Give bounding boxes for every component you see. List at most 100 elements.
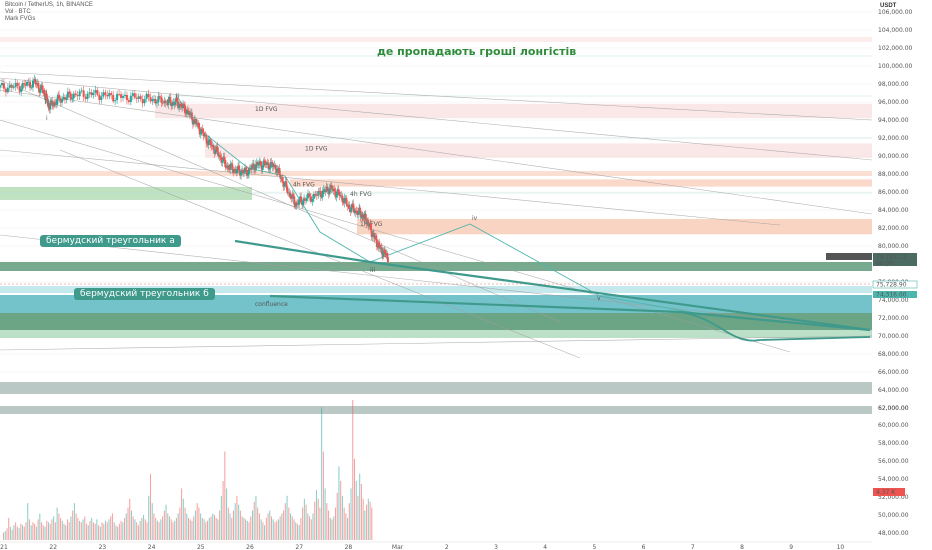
volume-axis-tick-label: 48,000.00	[878, 530, 909, 537]
level-1-tag-bg	[872, 280, 918, 289]
trendline	[0, 77, 873, 161]
volume-bar	[264, 525, 266, 540]
volume-bar	[35, 526, 37, 540]
volume-bar	[47, 522, 49, 540]
price-tick-label: 66,000.00	[878, 369, 909, 376]
volume-bar	[262, 522, 264, 540]
bermuda-triangle-a-label[interactable]: бермудский треугольник а	[40, 235, 181, 247]
volume-bar	[201, 517, 203, 540]
candle-body	[161, 102, 164, 104]
volume-bar	[238, 504, 240, 540]
volume-bar	[331, 519, 333, 540]
candle-body	[378, 242, 381, 245]
fvg-zone	[155, 103, 872, 119]
volume-bar	[120, 520, 122, 540]
volume-bar	[77, 517, 79, 540]
candle-body	[263, 160, 266, 164]
volume-bar	[341, 495, 343, 540]
volume-bar	[179, 507, 181, 540]
volume-bar	[367, 498, 369, 540]
volume-bar	[51, 519, 53, 540]
volume-bar	[184, 507, 186, 540]
price-tick-label: 70,000.00	[878, 333, 909, 340]
candle-body	[276, 168, 279, 174]
volume-tag: 4.37 K	[876, 489, 896, 496]
volume-bar	[307, 513, 309, 540]
volume-axis-tick-label: 54,000.00	[878, 476, 909, 483]
volume-bar	[239, 510, 241, 540]
volume-bar	[350, 488, 352, 540]
volume-bar	[284, 503, 286, 540]
candle-body	[43, 91, 46, 95]
candle-body	[259, 161, 262, 166]
volume-bar	[288, 507, 290, 540]
volume-bar	[6, 528, 8, 540]
candle-body	[151, 99, 154, 102]
volume-bar	[65, 525, 67, 540]
time-tick-label: 22	[49, 544, 57, 550]
volume-bar	[139, 520, 141, 540]
candle-body	[68, 91, 71, 94]
demand-zone	[0, 187, 252, 200]
candle-body	[23, 83, 26, 85]
volume-bar	[137, 525, 139, 540]
volume-bar	[85, 523, 88, 540]
volume-bar	[345, 513, 347, 540]
trendline	[0, 79, 561, 323]
time-tick-label: Mar	[392, 544, 404, 550]
teal-zone-thin	[0, 286, 872, 293]
time-tick-label: 10	[837, 544, 845, 550]
symbol-tag: BTCUSDT	[829, 254, 857, 261]
candle-body	[129, 95, 132, 103]
fvg-label: 4h FVG	[293, 181, 315, 188]
candle-body	[147, 93, 150, 98]
candle-body	[26, 81, 29, 86]
volume-bar	[27, 503, 29, 540]
level-1-tag: 75,728.90	[876, 282, 907, 289]
volume-bar	[246, 520, 248, 540]
candle-body	[382, 251, 385, 257]
candle-body	[76, 94, 79, 97]
volume-bar	[245, 519, 247, 540]
volume-bar	[352, 400, 354, 540]
candle-body	[271, 162, 274, 168]
candle-body	[176, 97, 179, 102]
candle-body	[69, 93, 72, 100]
volume-bar	[42, 525, 44, 540]
bermuda-triangle-b-label[interactable]: бермудский треугольник б	[74, 288, 215, 300]
candle-body	[88, 92, 91, 94]
time-tick-label: 27	[295, 544, 303, 550]
candle-body	[217, 152, 220, 157]
bermuda-a-line	[234, 239, 871, 332]
volume-bar	[106, 522, 108, 540]
volume-bar	[258, 513, 260, 540]
candle-body	[10, 85, 13, 88]
time-tick-label: 3	[494, 544, 498, 550]
volume-tag-bg	[873, 488, 905, 496]
volume-bar	[272, 519, 274, 540]
volume-bar	[205, 522, 207, 540]
candle-body	[74, 93, 77, 95]
candle-body	[197, 122, 200, 128]
candle-body	[49, 102, 52, 110]
candle-body	[192, 120, 195, 125]
candle-body	[245, 167, 247, 170]
volume-bar	[79, 520, 81, 540]
time-tick-label: 28	[345, 544, 353, 550]
candle-body	[328, 188, 331, 195]
candle-body	[364, 214, 367, 222]
candle-body	[261, 165, 264, 170]
candle-body	[143, 99, 146, 104]
candle-body	[272, 166, 275, 168]
wave-ii-label: ii	[176, 93, 180, 100]
candle-body	[183, 105, 186, 113]
candle-body	[306, 193, 309, 199]
volume-bar	[9, 526, 11, 540]
volume-bar	[172, 522, 174, 540]
volume-bar	[227, 507, 229, 540]
candle-body	[131, 93, 134, 96]
candle-body	[152, 98, 155, 100]
price-tick-label: 102,000.00	[878, 45, 913, 52]
